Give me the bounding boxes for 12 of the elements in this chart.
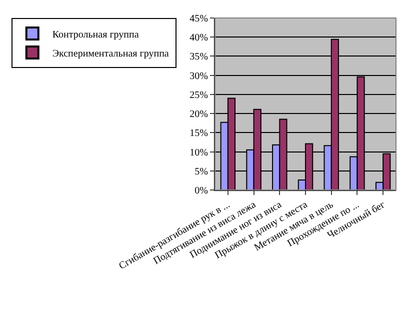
y-tick-label: 40%: [190, 32, 208, 44]
y-tick-label: 45%: [190, 14, 208, 24]
legend-label: Контрольная группа: [52, 29, 140, 40]
y-tick-label: 25%: [190, 90, 208, 101]
y-tick-label: 15%: [190, 128, 208, 140]
y-tick-label: 30%: [190, 70, 208, 82]
y-tick-label: 20%: [190, 109, 208, 120]
legend-label: Экспериментальная группа: [52, 48, 170, 60]
y-tick-label: 10%: [190, 147, 208, 158]
y-tick-label: 35%: [190, 52, 208, 63]
y-tick-label: 0%: [194, 186, 208, 196]
y-tick-label: 5%: [194, 166, 208, 178]
